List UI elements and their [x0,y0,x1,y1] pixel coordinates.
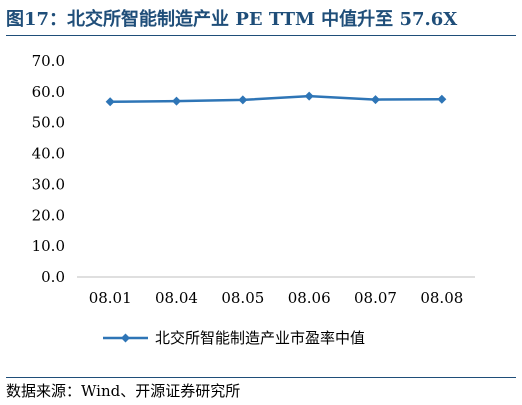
title-rule [6,35,516,36]
data-point-marker [172,96,181,106]
y-axis-ticks: 0.0 10.0 20.0 30.0 40.0 50.0 60.0 70.0 [32,52,65,286]
line-chart: 0.010.020.030.040.050.060.070.0 08.01 08.… [32,52,475,347]
data-point-marker [371,95,380,105]
data-point-marker [238,95,248,105]
legend-marker [121,333,130,343]
chart-area: 0.0 10.0 20.0 30.0 40.0 50.0 60.0 70.0 08.01 08.… [0,36,522,376]
x-tick-label: 08.04 [155,289,198,307]
y-tick-label: 10.0 [32,237,65,255]
figure-title: 图17：北交所智能制造产业 PE TTM 中值升至 57.6X [6,9,458,30]
data-point-marker [304,91,314,101]
title-row: 图17：北交所智能制造产业 PE TTM 中值升至 57.6X [6,3,516,33]
x-axis-ticks: 08.01 08.04 08.05 08.06 08.07 08.08 [89,289,464,307]
y-tick-label: 50.0 [32,114,65,132]
series-markers [105,91,447,107]
data-point-marker [105,97,115,107]
y-tick-label: 60.0 [32,83,65,101]
x-tick-label: 08.01 [89,289,132,307]
x-tick-label: 08.06 [288,289,331,307]
x-tick-label: 08.05 [221,289,264,307]
source-note: 数据来源：Wind、开源证券研究所 [6,382,241,400]
y-tick-label: 40.0 [32,145,65,163]
series-line [110,94,442,103]
data-point-marker [437,94,447,104]
y-tick-label: 0.0 [41,268,65,286]
legend: 北交所智能制造产业市盈率中值 [103,329,365,347]
footer-rule [6,377,516,378]
x-tick-label: 08.07 [354,289,397,307]
y-tick-label: 70.0 [32,52,65,70]
x-tick-label: 08.08 [420,289,463,307]
legend-label: 北交所智能制造产业市盈率中值 [155,329,365,347]
y-tick-label: 20.0 [32,206,65,224]
y-tick-label: 30.0 [32,175,65,193]
